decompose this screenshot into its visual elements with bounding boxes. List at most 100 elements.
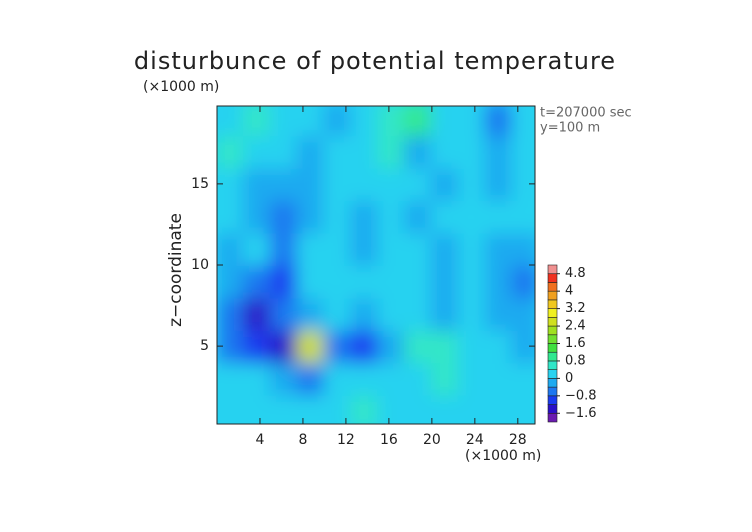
cell	[296, 328, 326, 364]
cell	[296, 264, 326, 299]
colorbar-box	[547, 308, 558, 318]
colorbar-box	[547, 325, 558, 336]
cell	[269, 296, 299, 331]
cell	[511, 134, 535, 169]
cell	[404, 134, 433, 169]
cell	[484, 264, 514, 299]
cell	[242, 166, 272, 202]
colorbar-box	[547, 360, 558, 370]
cell	[377, 264, 407, 299]
colorbar-tick-label: 1.6	[565, 336, 586, 351]
cell	[511, 231, 535, 266]
cell	[217, 106, 245, 137]
cell	[484, 296, 514, 331]
cell	[242, 199, 272, 234]
cell	[350, 361, 380, 396]
cell	[511, 328, 535, 364]
cell	[404, 106, 433, 137]
colorbar-tick-label: 0	[565, 371, 573, 386]
y-tick-label: 15	[191, 176, 209, 192]
cell	[350, 166, 380, 202]
cell	[457, 166, 487, 202]
cell	[269, 134, 299, 169]
cell	[511, 264, 535, 299]
y-unit: (×1000 m)	[143, 79, 219, 95]
cell	[457, 264, 487, 299]
cell	[269, 361, 299, 396]
colorbar-box	[547, 351, 558, 362]
colorbar-box	[547, 334, 558, 344]
colorbar-box	[547, 290, 558, 301]
cell	[404, 166, 433, 202]
colorbar-box	[547, 369, 558, 379]
cell	[484, 328, 514, 364]
cell	[457, 199, 487, 234]
cell	[350, 393, 380, 424]
cell	[323, 393, 353, 424]
colorbar-tick-label: −0.8	[565, 388, 597, 403]
y-tick-label: 10	[191, 257, 209, 273]
cell	[404, 199, 433, 234]
cell	[484, 199, 514, 234]
colorbar-box	[547, 273, 558, 283]
cell	[404, 231, 433, 266]
colorbar-box	[547, 282, 558, 292]
cell	[377, 393, 407, 424]
cell	[350, 134, 380, 169]
cell	[269, 393, 299, 424]
x-tick-label: 24	[466, 432, 484, 448]
cell	[242, 296, 272, 331]
x-tick-label: 16	[380, 432, 398, 448]
cell	[377, 328, 407, 364]
cell	[377, 296, 407, 331]
cell	[511, 296, 535, 331]
cell	[377, 134, 407, 169]
cell	[484, 393, 514, 424]
cell	[217, 264, 245, 299]
colorbar-box	[547, 343, 558, 353]
cell	[457, 106, 487, 137]
cell	[377, 166, 407, 202]
cell	[430, 361, 460, 396]
cell	[484, 361, 514, 396]
cell	[242, 106, 272, 137]
colorbar-tick-label: 0.8	[565, 353, 586, 368]
cell	[377, 199, 407, 234]
cell	[323, 231, 353, 266]
x-tick-label: 8	[298, 432, 307, 448]
cell	[404, 393, 433, 424]
x-tick-label: 20	[423, 432, 441, 448]
cell	[484, 134, 514, 169]
cell	[323, 361, 353, 396]
cell	[457, 296, 487, 331]
cell	[217, 134, 245, 169]
cell	[484, 231, 514, 266]
cell	[323, 264, 353, 299]
colorbar-box	[547, 378, 558, 388]
cell	[323, 199, 353, 234]
annotation: y=100 m	[540, 121, 600, 136]
cell	[350, 328, 380, 364]
cell	[242, 231, 272, 266]
x-unit: (×1000 m)	[465, 448, 541, 464]
cell	[377, 231, 407, 266]
cell	[269, 231, 299, 266]
cell	[377, 106, 407, 137]
cell	[457, 361, 487, 396]
cell	[269, 328, 299, 364]
cell	[242, 134, 272, 169]
cell	[296, 296, 326, 331]
cell	[457, 134, 487, 169]
colorbar-box	[547, 404, 558, 414]
cell	[296, 106, 326, 137]
cell	[350, 199, 380, 234]
cell	[457, 328, 487, 364]
x-tick-label: 12	[337, 432, 355, 448]
annotation: t=207000 sec	[540, 106, 632, 121]
colorbar-tick-label: 2.4	[565, 319, 586, 334]
cell	[404, 328, 433, 364]
cell	[323, 328, 353, 364]
cell	[269, 264, 299, 299]
cell	[404, 361, 433, 396]
